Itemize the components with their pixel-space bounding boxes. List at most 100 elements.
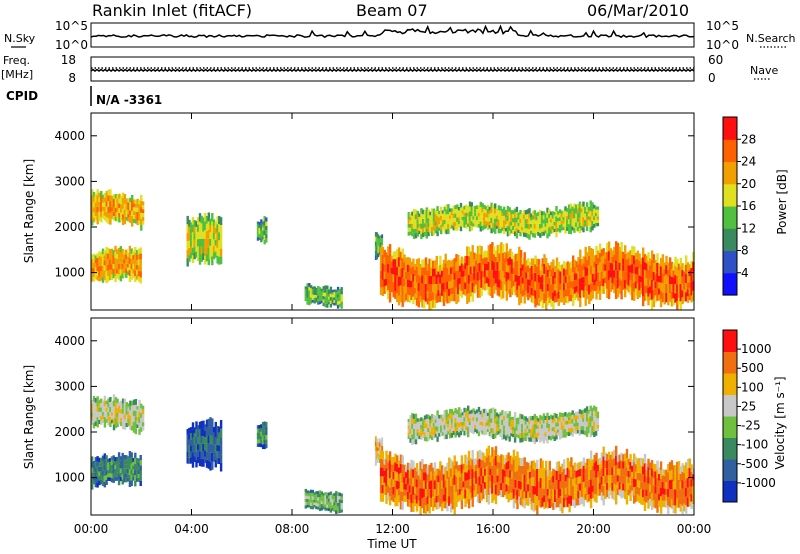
velocity-echo-cell [460,491,464,501]
velocity-echo-cell [571,414,574,420]
velocity-echo-cell [575,411,578,416]
velocity-echo-cell [515,430,519,435]
velocity-echo-cell [490,432,493,438]
power-echo-cell [308,294,311,298]
power-echo-cell [508,216,511,222]
power-echo-cell [483,225,486,230]
power-echo-cell [100,201,103,207]
power-echo-cell [105,259,108,266]
power-echo-cell [131,194,134,201]
velocity-echo-cell [403,483,406,490]
power-echo-cell [261,221,265,225]
power-ytick-label: 3000 [54,174,85,188]
velocity-echo-cell [392,464,395,472]
velocity-echo-cell [313,499,316,503]
power-echo-cell [306,283,309,287]
power-echo-cell [469,288,473,297]
power-echo-cell [431,231,434,236]
velocity-echo-cell [692,492,695,499]
power-echo-cell [618,246,621,255]
power-echo-cell [463,205,466,210]
velocity-echo-cell [441,428,445,433]
power-echo-cell [453,265,456,273]
velocity-echo-cell [324,495,327,499]
power-echo-cell [376,241,379,246]
velocity-echo-cell [324,501,327,505]
power-echo-cell [401,258,404,268]
velocity-echo-cell [594,411,598,417]
velocity-echo-cell [326,498,329,502]
velocity-echo-cell [438,414,441,419]
power-echo-cell [125,249,128,255]
velocity-echo-cell [530,424,533,429]
velocity-echo-cell [656,495,659,505]
power-echo-cell [486,205,490,210]
power-echo-cell [494,283,498,290]
power-echo-cell [499,228,502,234]
velocity-echo-cell [256,439,260,444]
power-echo-cell [141,213,145,217]
velocity-echo-cell [92,468,96,473]
power-echo-cell [515,222,519,228]
power-colorbar-swatch [723,228,737,252]
velocity-echo-cell [516,499,519,510]
velocity-echo-cell [597,458,600,465]
power-echo-cell [447,219,450,224]
velocity-echo-cell [506,413,510,418]
power-echo-cell [429,215,432,219]
power-echo-cell [413,233,416,239]
power-echo-cell [451,273,455,281]
velocity-echo-cell [647,458,650,468]
velocity-echo-cell [525,476,528,484]
power-echo-cell [452,218,455,223]
power-echo-cell [613,254,616,263]
velocity-echo-cell [441,465,444,473]
velocity-echo-cell [103,453,106,460]
power-echo-cell [596,216,600,220]
velocity-echo-cell [505,476,508,485]
power-echo-cell [633,264,636,274]
velocity-echo-cell [467,489,471,499]
velocity-echo-cell [417,469,420,476]
power-echo-cell [118,208,121,213]
velocity-echo-cell [405,484,408,490]
freq-unit-label: [MHz] [1,68,33,81]
velocity-echo-cell [458,432,461,438]
power-echo-cell [611,257,614,264]
velocity-echo-cell [425,414,428,419]
power-echo-cell [403,270,406,279]
velocity-echo-cell [125,464,128,469]
velocity-echo-cell [530,469,534,478]
power-echo-cell [503,284,507,292]
velocity-echo-cell [442,467,446,475]
power-echo-cell [661,273,665,283]
power-echo-cell [585,221,589,227]
power-echo-cell [417,266,420,275]
velocity-echo-cell [567,424,571,429]
velocity-echo-cell [379,467,383,477]
power-echo-cell [568,275,571,282]
velocity-echo-cell [261,422,265,427]
power-echo-cell [580,221,583,226]
velocity-ytick-label: 2000 [54,425,85,439]
power-echo-cell [611,276,614,284]
power-echo-cell [557,228,560,232]
power-echo-cell [442,259,446,268]
power-echo-cell [141,205,145,210]
power-echo-cell [94,275,97,280]
power-echo-cell [607,279,611,290]
velocity-echo-cell [667,463,670,473]
power-echo-cell [540,223,544,228]
velocity-echo-cell [412,503,415,512]
power-echo-cell [214,233,217,240]
power-echo-cell [645,278,648,286]
velocity-echo-cell [98,457,101,463]
power-echo-cell [211,230,214,240]
power-echo-cell [336,305,340,309]
power-echo-cell [503,271,507,279]
power-echo-cell [335,302,338,306]
velocity-echo-cell [478,494,481,504]
velocity-echo-cell [569,420,573,424]
